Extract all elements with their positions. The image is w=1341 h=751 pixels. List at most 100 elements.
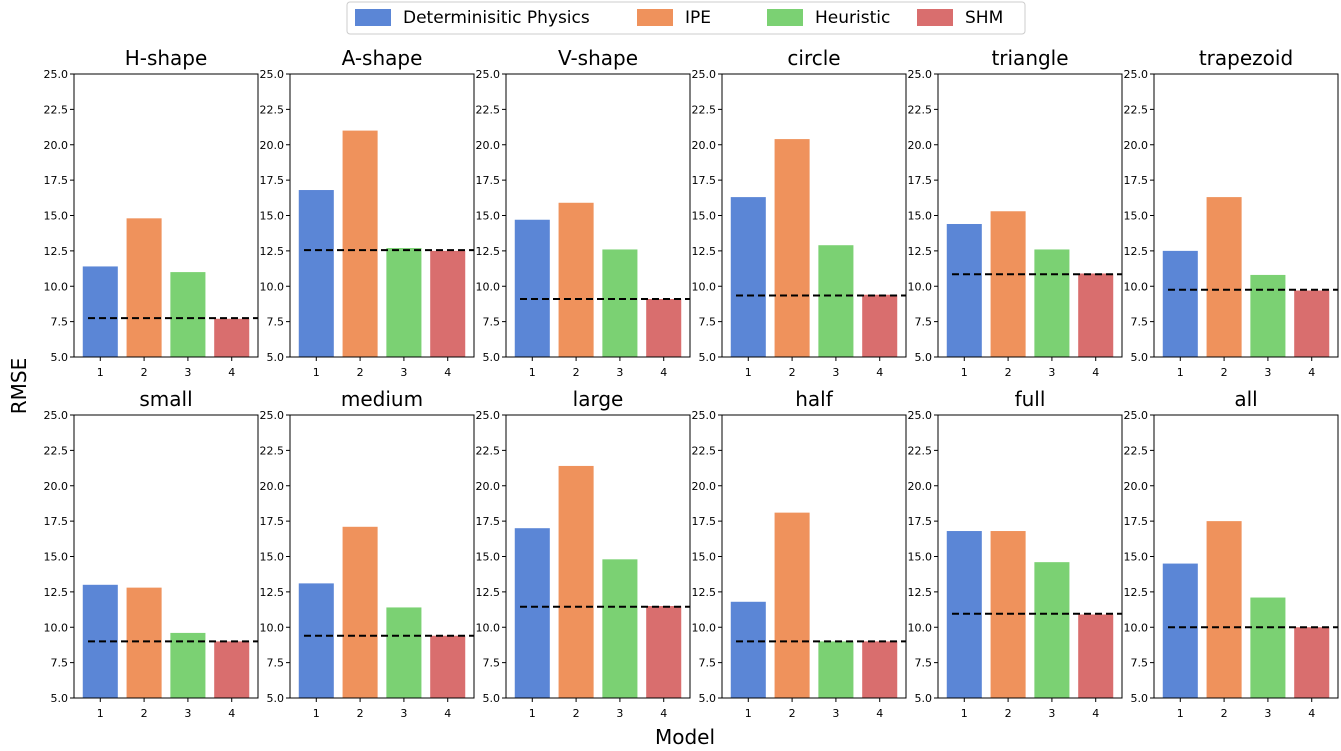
subplot-title: circle	[787, 46, 840, 70]
y-tick-label: 20.0	[476, 139, 501, 152]
x-tick-label: 1	[745, 707, 752, 720]
y-tick-label: 20.0	[692, 480, 717, 493]
x-tick-label: 4	[1092, 707, 1099, 720]
subplot-large: large 5.0 7.5 10.0 12.5 15.0 17.5 20.0 22.5 25.0 1…	[476, 387, 691, 720]
subplot-v-shape: V-shape 5.0 7.5 10.0 12.5 15.0 17.5 20.0 22.5 25.…	[476, 46, 691, 379]
y-tick-label: 25.0	[692, 68, 717, 81]
x-tick-label: 1	[529, 707, 536, 720]
y-tick-label: 12.5	[908, 586, 933, 599]
legend-label: Heuristic	[815, 8, 890, 28]
x-tick-label: 2	[1005, 707, 1012, 720]
y-tick-label: 7.5	[699, 657, 717, 670]
x-tick-label: 2	[357, 366, 364, 379]
subplot-small: small 5.0 7.5 10.0 12.5 15.0 17.5 20.0 22.5 25.0 1…	[44, 387, 259, 720]
y-tick-label: 22.5	[908, 103, 933, 116]
y-tick-label: 20.0	[260, 139, 285, 152]
y-tick-label: 25.0	[260, 409, 285, 422]
bar	[646, 298, 682, 357]
x-tick-label: 4	[228, 366, 235, 379]
y-axis-label: RMSE	[7, 358, 31, 414]
bar	[214, 318, 250, 357]
y-tick-label: 12.5	[476, 586, 501, 599]
x-tick-label: 4	[444, 707, 451, 720]
y-tick-label: 25.0	[476, 68, 501, 81]
bar	[1294, 290, 1330, 357]
bar	[946, 223, 982, 357]
legend-label: Determinisitic Physics	[403, 8, 590, 28]
y-tick-label: 5.0	[1131, 351, 1149, 364]
x-tick-label: 2	[1221, 366, 1228, 379]
subplot-all: all 5.0 7.5 10.0 12.5 15.0 17.5 20.0 22.5 25.0 1 2 3…	[1124, 387, 1339, 720]
y-tick-label: 17.5	[908, 174, 933, 187]
x-tick-label: 3	[1264, 366, 1271, 379]
subplot-title: half	[795, 387, 833, 411]
bar	[1294, 627, 1330, 698]
bar	[1206, 521, 1242, 698]
subplot-grid: H-shape5.07.510.012.515.017.520.022.525.…	[44, 46, 1339, 720]
x-tick-label: 2	[357, 707, 364, 720]
y-tick-label: 5.0	[1131, 692, 1149, 705]
y-tick-label: 20.0	[692, 139, 717, 152]
x-tick-label: 1	[1177, 366, 1184, 379]
bar	[646, 606, 682, 698]
x-tick-label: 3	[400, 707, 407, 720]
y-tick-label: 17.5	[1124, 174, 1149, 187]
subplot-title: medium	[341, 387, 423, 411]
y-tick-label: 17.5	[44, 174, 69, 187]
y-tick-label: 20.0	[260, 480, 285, 493]
x-tick-label: 4	[1092, 366, 1099, 379]
y-tick-label: 5.0	[915, 692, 933, 705]
x-tick-label: 4	[660, 366, 667, 379]
y-tick-label: 17.5	[476, 515, 501, 528]
y-tick-label: 10.0	[908, 621, 933, 634]
x-tick-label: 4	[876, 366, 883, 379]
y-tick-label: 12.5	[44, 245, 69, 258]
x-axis-label: Model	[655, 725, 715, 749]
legend-label: SHM	[965, 8, 1003, 28]
y-tick-label: 5.0	[267, 351, 285, 364]
bar	[170, 272, 206, 357]
bar	[774, 139, 810, 357]
y-tick-label: 22.5	[260, 103, 285, 116]
bar	[1206, 197, 1242, 357]
x-tick-label: 2	[789, 366, 796, 379]
y-tick-label: 7.5	[267, 657, 285, 670]
y-tick-label: 15.0	[692, 210, 717, 223]
y-tick-label: 22.5	[692, 444, 717, 457]
x-tick-label: 4	[1308, 366, 1315, 379]
bar	[386, 607, 422, 698]
y-tick-label: 15.0	[476, 551, 501, 564]
y-tick-label: 15.0	[44, 210, 69, 223]
x-tick-label: 1	[961, 707, 968, 720]
x-tick-label: 1	[97, 366, 104, 379]
x-tick-label: 1	[1177, 707, 1184, 720]
x-tick-label: 1	[313, 707, 320, 720]
y-tick-label: 15.0	[1124, 551, 1149, 564]
y-tick-label: 17.5	[692, 515, 717, 528]
y-tick-label: 7.5	[267, 316, 285, 329]
y-tick-label: 20.0	[1124, 139, 1149, 152]
legend-swatch	[917, 9, 953, 26]
y-tick-label: 7.5	[1131, 657, 1149, 670]
x-tick-label: 3	[616, 707, 623, 720]
y-tick-label: 15.0	[908, 551, 933, 564]
y-tick-label: 12.5	[44, 586, 69, 599]
y-tick-label: 10.0	[692, 621, 717, 634]
y-tick-label: 12.5	[1124, 245, 1149, 258]
bar	[386, 248, 422, 357]
subplot-trapezoid: trapezoid 5.0 7.5 10.0 12.5 15.0 17.5 20.0 22.5 2…	[1124, 46, 1339, 379]
y-tick-label: 20.0	[476, 480, 501, 493]
y-tick-label: 7.5	[51, 657, 69, 670]
subplot-half: half 5.0 7.5 10.0 12.5 15.0 17.5 20.0 22.5 25.0 1 2…	[692, 387, 907, 720]
y-tick-label: 15.0	[260, 210, 285, 223]
subplot-title: H-shape	[125, 46, 208, 70]
y-tick-label: 5.0	[699, 351, 717, 364]
y-tick-label: 22.5	[44, 103, 69, 116]
bar	[1250, 597, 1286, 698]
x-tick-label: 2	[1221, 707, 1228, 720]
y-tick-label: 25.0	[692, 409, 717, 422]
y-tick-label: 15.0	[908, 210, 933, 223]
bar	[342, 526, 378, 698]
subplot-a-shape: A-shape 5.0 7.5 10.0 12.5 15.0 17.5 20.0 22.5 25.…	[260, 46, 475, 379]
x-tick-label: 3	[400, 366, 407, 379]
